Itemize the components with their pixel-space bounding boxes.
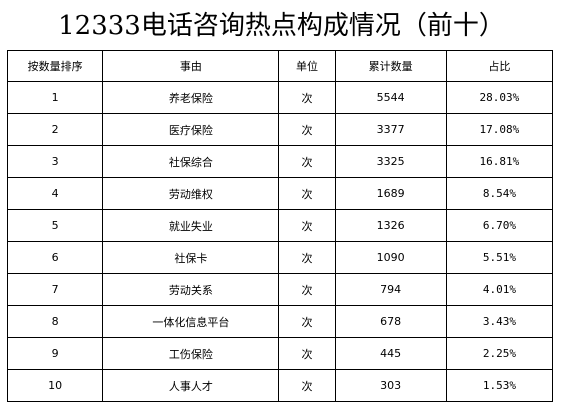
ratio-cell: 6.70% [445,209,554,242]
count-cell: 1689 [334,177,447,210]
table-row: 1 养老保险 次 5544 28.03% [6,81,554,114]
header-rank: 按数量排序 [6,50,104,82]
unit-cell: 次 [278,305,336,338]
count-cell: 3325 [334,145,447,178]
unit-cell: 次 [278,209,336,242]
rank-cell: 2 [6,113,104,146]
count-cell: 678 [334,305,447,338]
table-row: 9 工伤保险 次 445 2.25% [6,337,554,370]
table-header-row: 按数量排序 事由 单位 累计数量 占比 [6,50,554,82]
item-cell: 人事人才 [102,369,280,402]
table-row: 4 劳动维权 次 1689 8.54% [6,177,554,210]
unit-cell: 次 [278,273,336,306]
ratio-cell: 16.81% [445,145,554,178]
count-cell: 1326 [334,209,447,242]
item-cell: 劳动关系 [102,273,280,306]
page-title: 12333电话咨询热点构成情况（前十） [58,11,505,41]
item-cell: 医疗保险 [102,113,280,146]
count-cell: 445 [334,337,447,370]
hotspot-table: 按数量排序 事由 单位 累计数量 占比 1 养老保险 次 5544 28.03%… [6,50,554,402]
rank-cell: 3 [6,145,104,178]
ratio-cell: 17.08% [445,113,554,146]
unit-cell: 次 [278,241,336,274]
table-row: 7 劳动关系 次 794 4.01% [6,273,554,306]
header-item: 事由 [102,50,280,82]
table-row: 6 社保卡 次 1090 5.51% [6,241,554,274]
count-cell: 303 [334,369,447,402]
item-cell: 就业失业 [102,209,280,242]
rank-cell: 5 [6,209,104,242]
unit-cell: 次 [278,177,336,210]
unit-cell: 次 [278,145,336,178]
ratio-cell: 1.53% [445,369,554,402]
unit-cell: 次 [278,113,336,146]
unit-cell: 次 [278,337,336,370]
rank-cell: 4 [6,177,104,210]
header-count: 累计数量 [334,50,447,82]
ratio-cell: 5.51% [445,241,554,274]
rank-cell: 10 [6,369,104,402]
rank-cell: 1 [6,81,104,114]
ratio-cell: 4.01% [445,273,554,306]
header-ratio: 占比 [445,50,554,82]
ratio-cell: 8.54% [445,177,554,210]
item-cell: 工伤保险 [102,337,280,370]
ratio-cell: 28.03% [445,81,554,114]
item-cell: 社保综合 [102,145,280,178]
count-cell: 3377 [334,113,447,146]
count-cell: 5544 [334,81,447,114]
rank-cell: 8 [6,305,104,338]
header-unit: 单位 [278,50,336,82]
ratio-cell: 3.43% [445,305,554,338]
unit-cell: 次 [278,81,336,114]
rank-cell: 7 [6,273,104,306]
rank-cell: 6 [6,241,104,274]
table-row: 5 就业失业 次 1326 6.70% [6,209,554,242]
table-row: 3 社保综合 次 3325 16.81% [6,145,554,178]
rank-cell: 9 [6,337,104,370]
ratio-cell: 2.25% [445,337,554,370]
item-cell: 养老保险 [102,81,280,114]
item-cell: 社保卡 [102,241,280,274]
table-row: 8 一体化信息平台 次 678 3.43% [6,305,554,338]
table-row: 2 医疗保险 次 3377 17.08% [6,113,554,146]
table-row: 10 人事人才 次 303 1.53% [6,369,554,402]
count-cell: 1090 [334,241,447,274]
item-cell: 一体化信息平台 [102,305,280,338]
item-cell: 劳动维权 [102,177,280,210]
unit-cell: 次 [278,369,336,402]
count-cell: 794 [334,273,447,306]
